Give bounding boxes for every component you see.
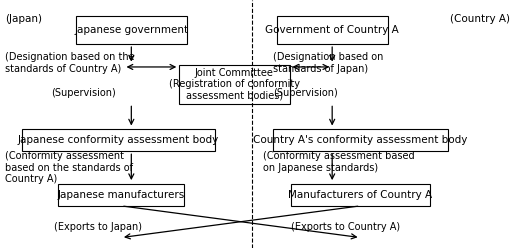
FancyBboxPatch shape <box>277 15 387 44</box>
Text: (Designation based on
standards of Japan): (Designation based on standards of Japan… <box>273 52 383 74</box>
Text: Japanese manufacturers: Japanese manufacturers <box>57 190 185 200</box>
FancyBboxPatch shape <box>291 184 430 206</box>
Text: Japanese conformity assessment body: Japanese conformity assessment body <box>18 135 219 145</box>
FancyBboxPatch shape <box>76 15 187 44</box>
Text: (Exports to Japan): (Exports to Japan) <box>54 222 142 232</box>
FancyBboxPatch shape <box>22 129 215 151</box>
Text: Government of Country A: Government of Country A <box>265 25 399 35</box>
Text: (Supervision): (Supervision) <box>52 88 116 98</box>
Text: (Japan): (Japan) <box>5 14 42 24</box>
Text: (Conformity assessment based
on Japanese standards): (Conformity assessment based on Japanese… <box>263 151 414 173</box>
Text: (Conformity assessment
based on the standards of
Country A): (Conformity assessment based on the stan… <box>5 151 133 185</box>
Text: Manufacturers of Country A: Manufacturers of Country A <box>288 190 433 200</box>
FancyBboxPatch shape <box>58 184 184 206</box>
FancyBboxPatch shape <box>273 129 448 151</box>
Text: Joint Committee
(Registration of conformity
assessment bodies): Joint Committee (Registration of conform… <box>169 68 300 101</box>
Text: (Designation based on the
standards of Country A): (Designation based on the standards of C… <box>5 52 135 74</box>
Text: (Exports to Country A): (Exports to Country A) <box>291 222 400 232</box>
Text: Country A's conformity assessment body: Country A's conformity assessment body <box>253 135 468 145</box>
Text: Japanese government: Japanese government <box>74 25 188 35</box>
Text: (Country A): (Country A) <box>450 14 510 24</box>
FancyBboxPatch shape <box>179 65 289 104</box>
Text: (Supervision): (Supervision) <box>273 88 338 98</box>
